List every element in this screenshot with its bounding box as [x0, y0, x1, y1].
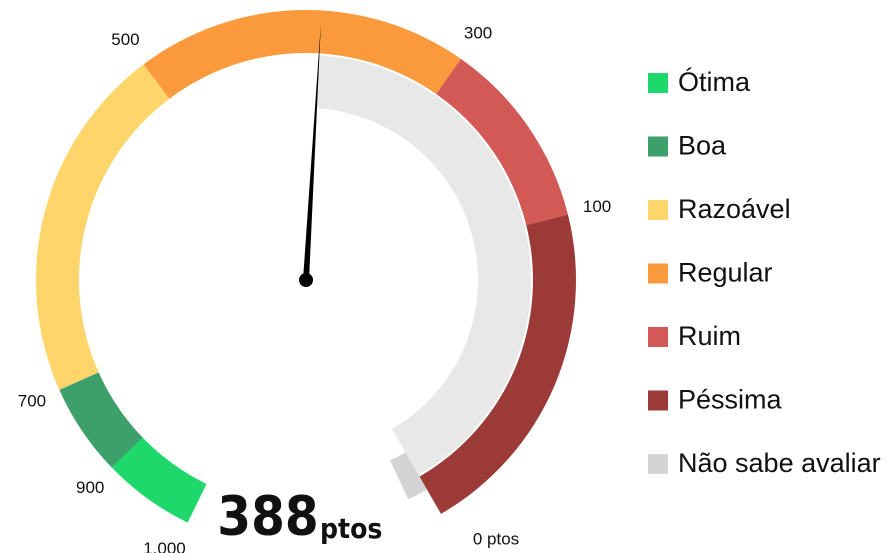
legend-swatch	[648, 454, 668, 474]
tick-label: 900	[76, 478, 104, 497]
gauge-segment	[111, 437, 207, 523]
gauge-segment	[390, 452, 427, 500]
legend-swatch	[648, 136, 668, 157]
value-track	[315, 55, 531, 475]
legend-label: Péssima	[678, 385, 783, 415]
legend-swatch	[648, 390, 668, 411]
gauge-segment	[419, 214, 576, 514]
tick-label: 1.000	[143, 539, 186, 553]
tick-label: 300	[464, 24, 492, 43]
tick-label: 100	[583, 197, 611, 216]
legend-label: Ruim	[678, 321, 741, 351]
needle-hub	[299, 273, 313, 287]
legend-swatch	[648, 200, 668, 220]
gauge-segment	[143, 10, 461, 99]
needle	[303, 22, 321, 281]
legend-label: Boa	[678, 131, 727, 161]
gauge-unit: ptos	[320, 512, 382, 545]
legend-swatch	[648, 327, 668, 347]
gauge-segment	[436, 58, 568, 226]
legend-swatch	[648, 73, 668, 93]
tick-label: 500	[111, 30, 139, 49]
legend-label: Razoável	[678, 194, 791, 224]
gauge-segment	[35, 64, 170, 390]
tick-label: 0 ptos	[473, 529, 519, 548]
gauge-segment	[59, 372, 143, 468]
legend-label: Ótima	[678, 66, 751, 97]
legend-label: Regular	[678, 258, 773, 288]
tick-label: 700	[18, 392, 46, 411]
legend-swatch	[648, 263, 668, 284]
legend-label: Não sabe avaliar	[678, 448, 881, 478]
gauge-value: 388	[217, 485, 318, 548]
